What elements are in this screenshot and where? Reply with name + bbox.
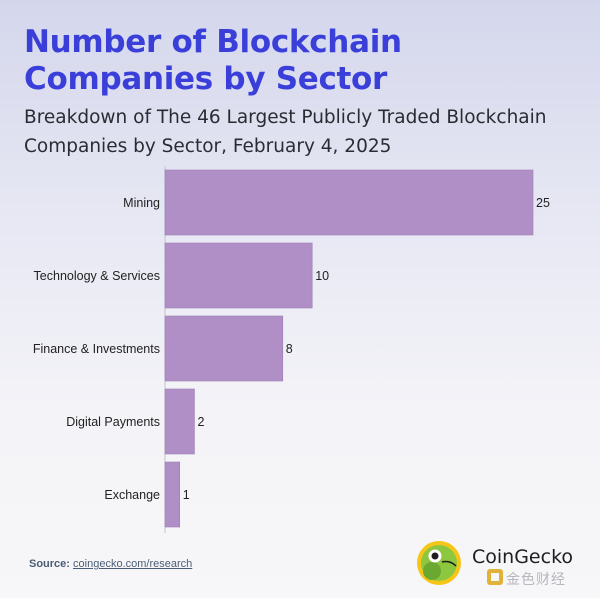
bar-value-label: 10 [315,269,329,283]
coingecko-brand: CoinGecko 金色财经 [416,540,591,588]
chart-subtitle: Breakdown of The 46 Largest Publicly Tra… [24,107,547,157]
watermark-text: 金色财经 [506,572,566,588]
source-note: Source: coingecko.com/research [29,558,192,570]
bar [164,388,195,455]
category-tick-label: Digital Payments [66,415,160,429]
category-tick-label: Exchange [104,488,160,502]
watermark-logo-icon [487,569,503,585]
bar-value-label: 8 [286,342,293,356]
bar [164,242,313,309]
bar [164,461,181,528]
bar-value-label: 25 [536,196,550,210]
bar [164,315,284,382]
bar-value-label: 2 [197,415,204,429]
bar-value-label: 1 [183,488,190,502]
brand-name: CoinGecko [472,546,574,568]
bar [164,169,534,236]
chart-title: Number of Blockchain Companies by Sector [24,24,402,97]
source-label: Source: [29,558,70,570]
category-tick-label: Technology & Services [34,269,160,283]
coingecko-logo-icon [417,541,461,585]
category-tick-label: Mining [123,196,160,210]
category-tick-label: Finance & Investments [33,342,160,356]
source-link[interactable]: coingecko.com/research [73,558,193,570]
